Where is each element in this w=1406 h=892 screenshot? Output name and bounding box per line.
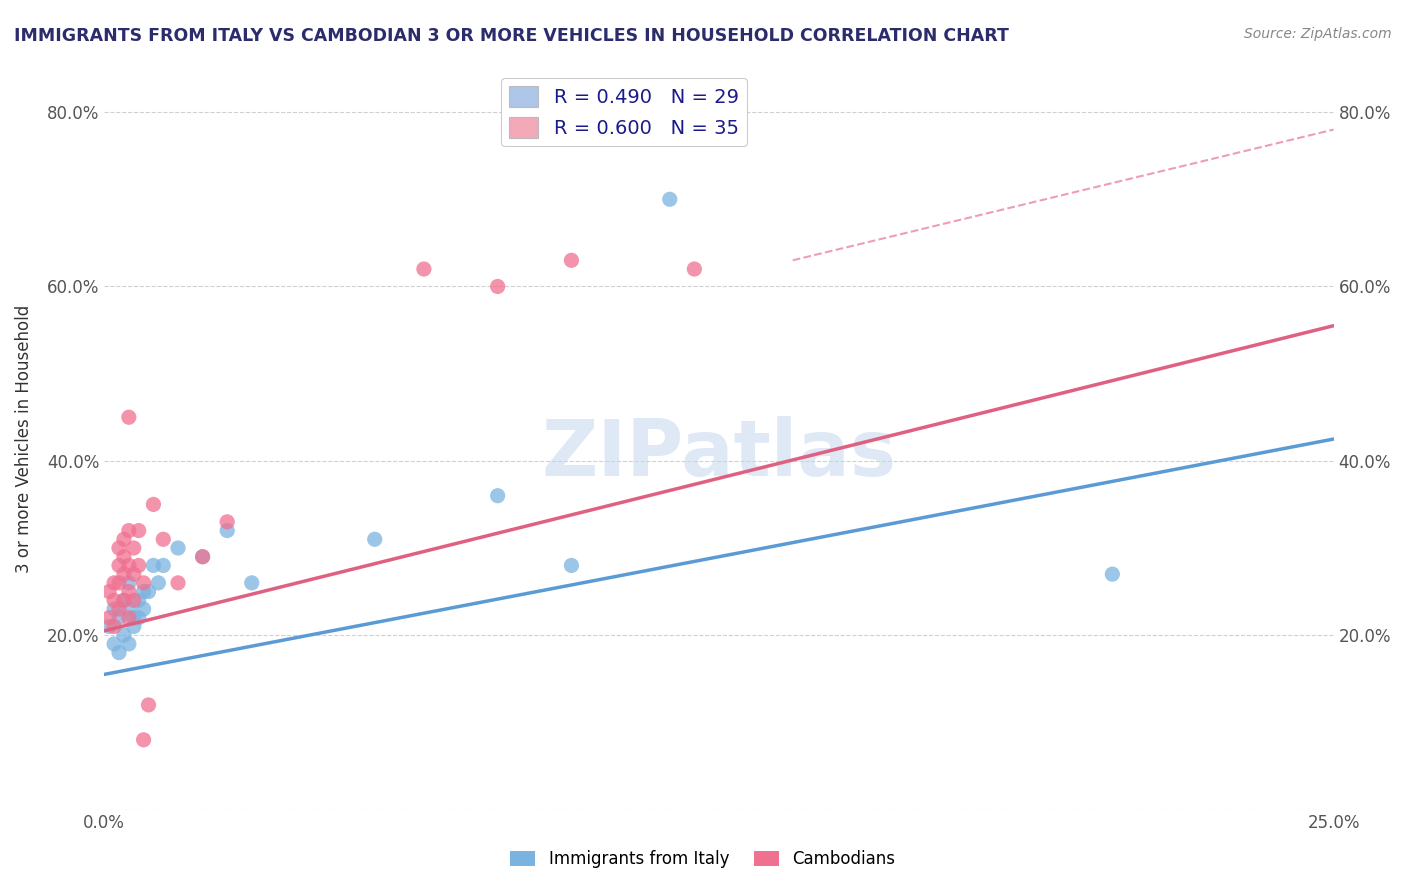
Point [142,497,165,511]
Point [118,410,141,425]
Point [108,646,131,660]
Point [128,524,150,538]
Legend: Immigrants from Italy, Cambodians: Immigrants from Italy, Cambodians [503,844,903,875]
Point [132,584,155,599]
Point [658,192,681,206]
Point [108,611,131,625]
Point [112,593,135,607]
Point [122,541,145,555]
Point [167,575,190,590]
Point [112,628,135,642]
Point [108,541,131,555]
Point [108,575,131,590]
Point [108,602,131,616]
Point [122,611,145,625]
Point [108,558,131,573]
Text: Source: ZipAtlas.com: Source: ZipAtlas.com [1244,27,1392,41]
Point [118,611,141,625]
Point [128,593,150,607]
Point [122,593,145,607]
Point [191,549,214,564]
Point [364,533,387,547]
Point [167,541,190,555]
Point [128,558,150,573]
Point [142,558,165,573]
Point [103,602,125,616]
Point [118,637,141,651]
Point [486,279,509,293]
Point [118,584,141,599]
Point [138,698,160,712]
Point [98,611,121,625]
Point [132,575,155,590]
Point [152,558,174,573]
Text: IMMIGRANTS FROM ITALY VS CAMBODIAN 3 OR MORE VEHICLES IN HOUSEHOLD CORRELATION C: IMMIGRANTS FROM ITALY VS CAMBODIAN 3 OR … [14,27,1010,45]
Point [138,584,160,599]
Point [122,567,145,582]
Point [118,558,141,573]
Point [118,602,141,616]
Point [132,602,155,616]
Point [103,637,125,651]
Point [132,732,155,747]
Point [560,253,582,268]
Point [486,489,509,503]
Point [118,575,141,590]
Point [98,584,121,599]
Point [240,575,263,590]
Point [191,549,214,564]
Point [683,262,706,277]
Y-axis label: 3 or more Vehicles in Household: 3 or more Vehicles in Household [15,305,32,574]
Point [560,558,582,573]
Point [1101,567,1123,582]
Point [112,567,135,582]
Text: ZIPatlas: ZIPatlas [541,416,897,491]
Point [103,575,125,590]
Point [112,593,135,607]
Point [152,533,174,547]
Legend: R = 0.490   N = 29, R = 0.600   N = 35: R = 0.490 N = 29, R = 0.600 N = 35 [501,78,747,146]
Point [128,611,150,625]
Point [217,524,239,538]
Point [98,619,121,633]
Point [112,533,135,547]
Point [112,549,135,564]
Point [103,619,125,633]
Point [412,262,434,277]
Point [122,619,145,633]
Point [148,575,170,590]
Point [118,524,141,538]
Point [103,593,125,607]
Point [217,515,239,529]
